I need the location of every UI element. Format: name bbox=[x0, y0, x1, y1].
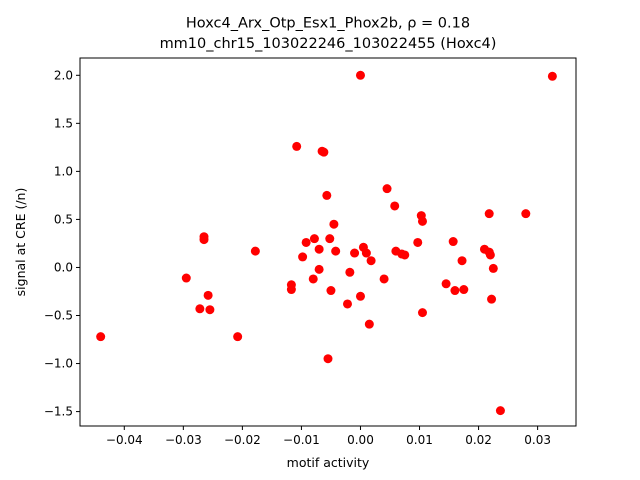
data-point-7 bbox=[205, 305, 215, 315]
data-point-57 bbox=[495, 406, 505, 416]
data-point-15 bbox=[308, 274, 318, 284]
data-point-34 bbox=[364, 319, 374, 329]
data-point-50 bbox=[459, 285, 469, 295]
x-tick-label: −0.04 bbox=[106, 433, 143, 447]
y-tick-label: 0.0 bbox=[54, 260, 73, 274]
data-point-48 bbox=[450, 286, 460, 296]
data-point-24 bbox=[326, 286, 336, 296]
data-point-42 bbox=[413, 237, 423, 247]
data-point-47 bbox=[448, 237, 458, 247]
data-point-11 bbox=[286, 285, 296, 295]
x-tick-label: −0.02 bbox=[224, 433, 261, 447]
data-point-54 bbox=[485, 250, 495, 260]
y-tick-label: −1.0 bbox=[44, 357, 73, 371]
data-point-49 bbox=[457, 256, 467, 266]
data-point-22 bbox=[323, 354, 333, 364]
y-tick-label: −1.5 bbox=[44, 405, 73, 419]
data-point-28 bbox=[345, 267, 355, 277]
x-tick-label: 0.03 bbox=[524, 433, 551, 447]
data-point-16 bbox=[309, 234, 319, 244]
data-point-9 bbox=[250, 246, 260, 256]
data-point-36 bbox=[379, 274, 389, 284]
data-points bbox=[96, 70, 557, 416]
data-point-2 bbox=[181, 273, 191, 283]
chart-title-line-2: mm10_chr15_103022246_103022455 (Hoxc4) bbox=[160, 36, 497, 52]
data-point-33 bbox=[361, 248, 371, 258]
y-axis-ticks: −1.5 −1.0 −0.5 0.0 0.5 1.0 1.5 2.0 bbox=[44, 68, 80, 419]
y-tick-label: 0.5 bbox=[54, 212, 73, 226]
data-point-37 bbox=[382, 184, 392, 194]
data-point-12 bbox=[292, 141, 302, 151]
data-point-25 bbox=[329, 219, 339, 229]
data-point-8 bbox=[233, 332, 243, 342]
data-point-20 bbox=[319, 147, 329, 157]
x-axis-label: motif activity bbox=[287, 455, 370, 470]
y-tick-label: −0.5 bbox=[44, 309, 73, 323]
x-tick-label: 0.02 bbox=[465, 433, 492, 447]
data-point-23 bbox=[325, 234, 335, 244]
plot-frame bbox=[79, 57, 577, 427]
data-point-38 bbox=[390, 201, 400, 211]
data-point-41 bbox=[400, 250, 410, 260]
data-point-26 bbox=[331, 246, 341, 256]
x-tick-label: −0.01 bbox=[283, 433, 320, 447]
data-point-21 bbox=[322, 190, 332, 200]
data-point-17 bbox=[314, 244, 324, 254]
x-tick-label: 0.01 bbox=[406, 433, 433, 447]
data-point-30 bbox=[355, 70, 365, 80]
data-point-59 bbox=[547, 71, 557, 81]
data-point-1 bbox=[96, 332, 106, 342]
x-tick-label: −0.03 bbox=[165, 433, 202, 447]
data-point-27 bbox=[342, 299, 352, 309]
data-point-45 bbox=[417, 308, 427, 318]
data-point-46 bbox=[441, 279, 451, 289]
y-tick-label: 1.0 bbox=[54, 164, 73, 178]
data-point-29 bbox=[350, 248, 360, 258]
data-point-56 bbox=[488, 263, 498, 273]
data-point-35 bbox=[366, 256, 376, 266]
y-axis-label: signal at CRE (/n) bbox=[13, 188, 28, 297]
data-point-31 bbox=[355, 291, 365, 301]
data-point-52 bbox=[484, 209, 494, 219]
data-point-18 bbox=[314, 264, 324, 274]
data-point-44 bbox=[417, 216, 427, 226]
data-point-3 bbox=[195, 304, 205, 314]
chart-title-line-1: Hoxc4_Arx_Otp_Esx1_Phox2b, ρ = 0.18 bbox=[186, 16, 470, 32]
data-point-55 bbox=[487, 294, 497, 304]
y-tick-label: 2.0 bbox=[54, 68, 73, 82]
data-point-13 bbox=[298, 252, 308, 262]
data-point-5 bbox=[199, 235, 209, 245]
x-tick-label: 0.00 bbox=[347, 433, 374, 447]
data-point-14 bbox=[301, 237, 311, 247]
data-point-58 bbox=[521, 209, 531, 219]
x-axis-ticks: −0.04 −0.03 −0.02 −0.01 0.00 0.01 0.02 0.03 bbox=[106, 426, 551, 447]
data-point-6 bbox=[203, 290, 213, 300]
y-tick-label: 1.5 bbox=[54, 116, 73, 130]
